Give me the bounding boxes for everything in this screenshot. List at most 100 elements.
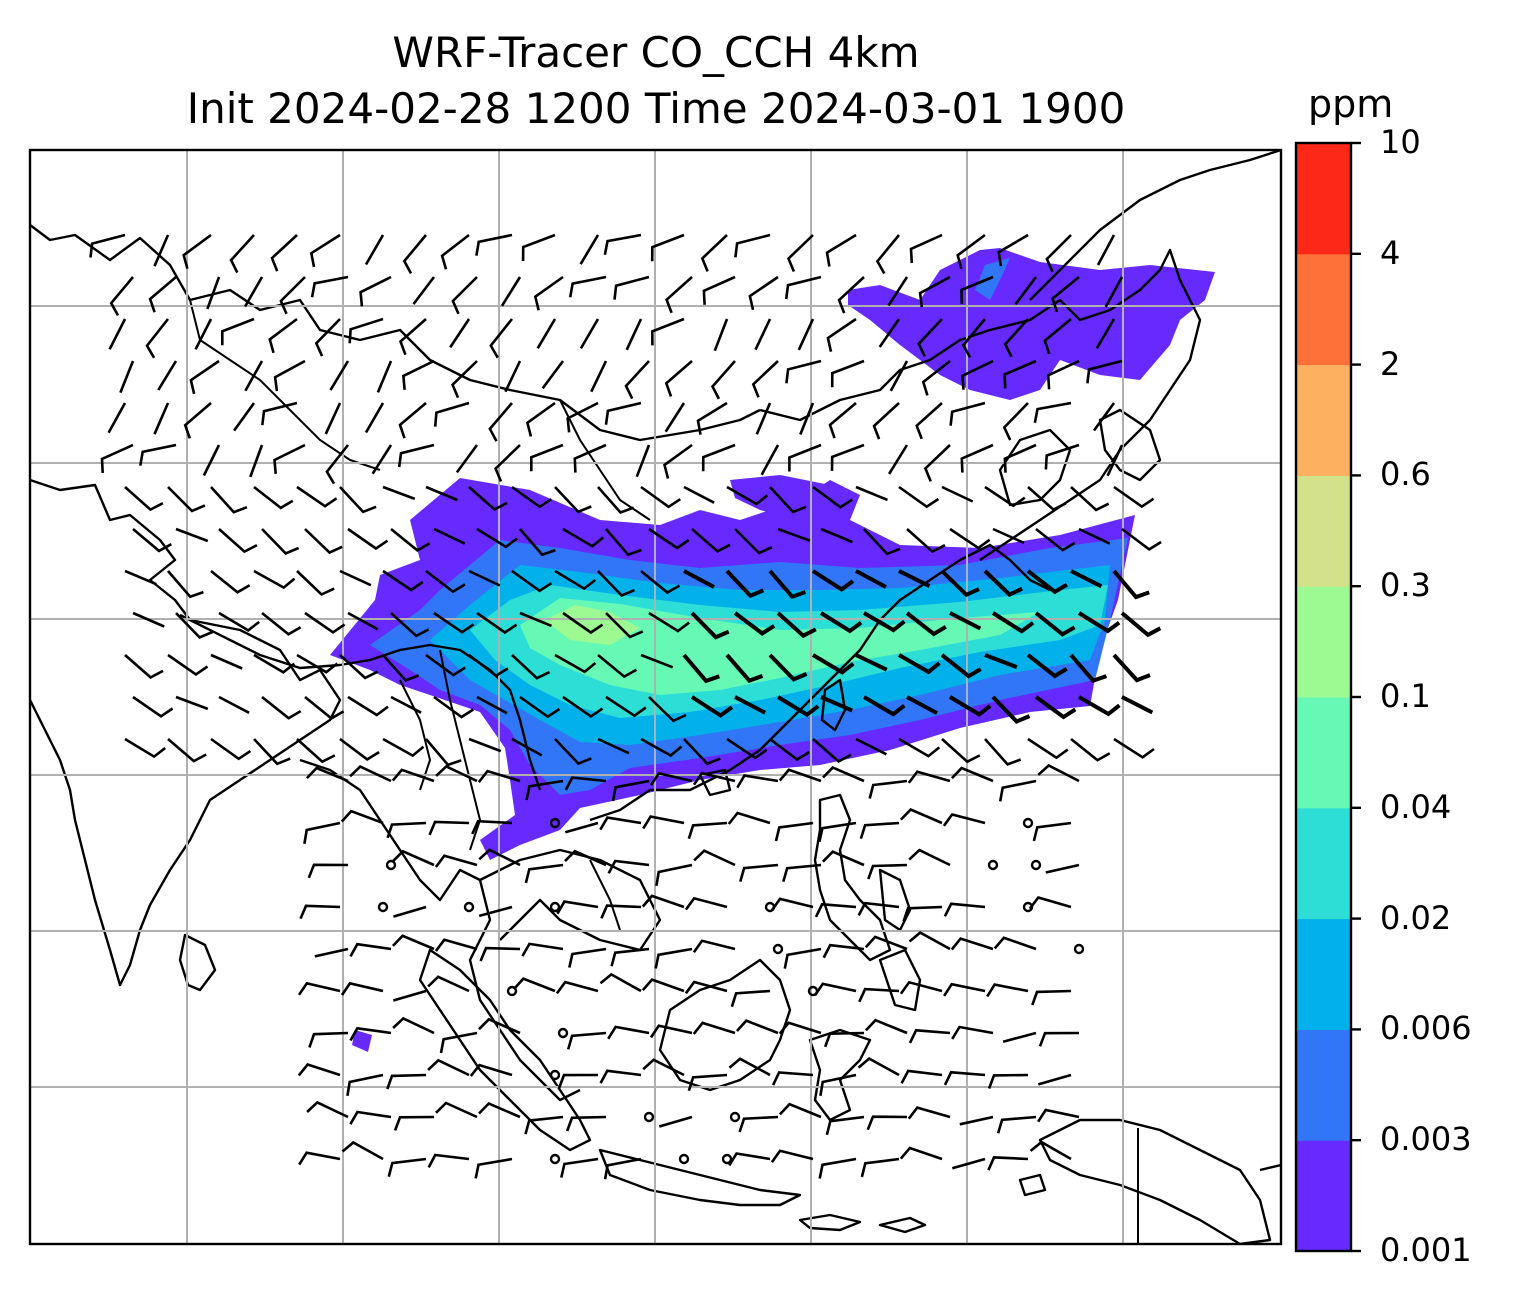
wind-barb <box>693 849 736 867</box>
wind-barb <box>261 695 302 720</box>
wind-barb <box>305 766 349 783</box>
wind-barb <box>778 768 822 783</box>
wind-barb <box>566 401 599 433</box>
chart-subtitle: Init 2024-02-28 1200 Time 2024-03-01 190… <box>186 84 1126 133</box>
wind-barb <box>818 1157 857 1179</box>
wind-barb <box>402 234 427 275</box>
wind-barb <box>347 527 389 551</box>
wind-barb <box>299 904 341 920</box>
wind-barb <box>504 360 522 393</box>
wind-barb <box>478 1101 521 1119</box>
wind-barb <box>554 486 592 514</box>
wind-barb <box>304 611 346 634</box>
wind-barb <box>961 318 987 359</box>
wind-barb <box>1113 485 1155 509</box>
wind-barb <box>555 980 599 995</box>
wind-barb <box>425 653 466 677</box>
wind-barb <box>820 695 853 713</box>
wind-barb <box>554 569 596 591</box>
wind-barb <box>1086 359 1123 384</box>
wind-barb <box>875 234 901 275</box>
wind-barb <box>433 611 475 634</box>
wind-barb <box>218 695 250 714</box>
wind-barb <box>855 653 888 672</box>
wind-barb <box>392 1016 435 1035</box>
wind-barb <box>253 485 294 510</box>
wind-barb <box>296 570 335 597</box>
wind-barb <box>726 737 768 760</box>
wind-barb <box>309 233 341 268</box>
wind-barb <box>471 819 513 835</box>
calm-wind-circle <box>549 901 561 913</box>
wind-barb <box>124 654 164 679</box>
calm-wind-circle <box>1022 817 1034 829</box>
wind-barb <box>433 527 466 545</box>
wind-barb <box>625 318 643 351</box>
wind-barb <box>664 360 693 397</box>
wind-barb <box>494 444 521 483</box>
wind-barb <box>607 1025 650 1040</box>
wind-barb <box>268 317 298 354</box>
wind-barb <box>554 738 592 766</box>
wind-barb <box>613 275 650 300</box>
wind-barb <box>519 528 556 557</box>
wind-barb <box>950 766 994 783</box>
wind-barb <box>702 275 736 305</box>
wind-barb <box>579 318 600 350</box>
wind-barb <box>739 863 779 882</box>
wind-barb <box>684 980 728 995</box>
map-panel <box>30 150 1281 1244</box>
wind-barb <box>1034 611 1076 637</box>
wind-barb <box>898 737 941 758</box>
plume-layer-0.1 <box>545 605 640 645</box>
wind-barb <box>210 653 243 670</box>
wind-barb <box>683 738 721 766</box>
wind-barb <box>898 485 940 509</box>
calm-wind-circle <box>557 1027 569 1039</box>
wind-barb <box>701 443 736 472</box>
wind-barb <box>898 569 931 588</box>
wind-barb <box>599 972 642 993</box>
wind-barb <box>819 1073 857 1097</box>
wind-barb <box>691 528 731 553</box>
wind-barb <box>648 527 690 550</box>
wind-barb <box>478 848 521 867</box>
wind-barb <box>325 444 350 485</box>
wind-barb <box>857 1057 900 1077</box>
wind-barb <box>132 611 165 628</box>
wind-barb <box>735 1019 779 1035</box>
calm-wind-circle <box>772 943 784 955</box>
wind-barb <box>153 234 170 267</box>
wind-barb <box>469 1063 513 1077</box>
wind-barb <box>818 821 857 843</box>
wind-barb <box>943 902 986 917</box>
wind-barb <box>562 527 605 548</box>
wind-barb <box>862 695 906 717</box>
wind-barb <box>153 402 170 435</box>
wind-barb <box>908 848 951 867</box>
wind-barb <box>1051 275 1080 313</box>
wind-barb <box>915 402 943 440</box>
wind-barb <box>564 776 607 791</box>
wind-barb <box>253 738 291 766</box>
wind-barb <box>951 1025 994 1040</box>
wind-barb <box>987 1156 1029 1171</box>
wind-barb <box>339 654 379 680</box>
wind-barb <box>728 1152 771 1167</box>
wind-barb <box>1095 318 1116 349</box>
wind-barb <box>997 233 1029 267</box>
wind-barb <box>270 234 298 272</box>
wind-barb <box>557 1073 599 1089</box>
wind-barb <box>1121 695 1154 715</box>
wind-barb <box>863 528 901 556</box>
wind-barb <box>736 774 779 789</box>
wind-barb <box>435 1101 478 1119</box>
wind-barb <box>229 234 255 274</box>
wind-barb <box>1106 444 1124 477</box>
wind-barb <box>386 821 427 839</box>
wind-barb <box>340 981 384 996</box>
wind-barb <box>687 821 728 840</box>
wind-barb <box>1035 527 1076 552</box>
wind-barb <box>811 653 855 675</box>
wind-barb <box>427 1153 470 1169</box>
